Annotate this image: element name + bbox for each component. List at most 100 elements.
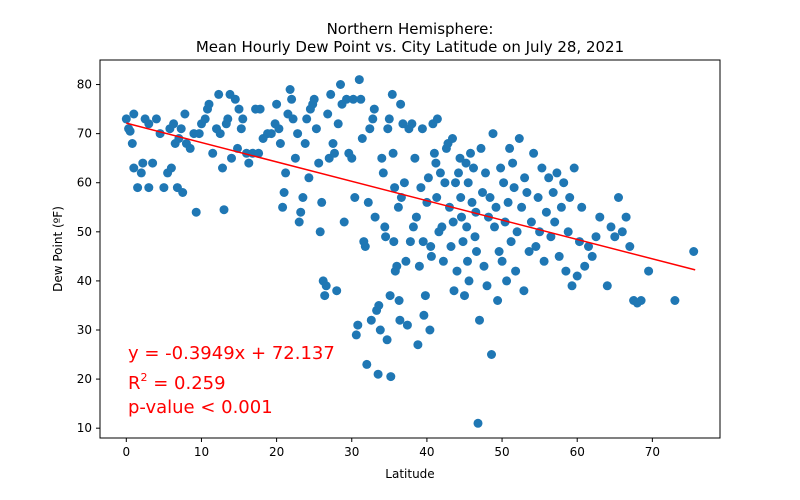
data-point: [481, 168, 490, 178]
data-point: [384, 114, 394, 124]
data-point: [191, 207, 201, 217]
data-point: [399, 178, 409, 188]
y-axis-label: Dew Point (ºF): [51, 206, 65, 292]
data-point: [451, 178, 460, 188]
data-point: [356, 94, 366, 104]
data-point: [563, 227, 573, 237]
data-point: [449, 286, 459, 296]
data-point: [610, 232, 620, 242]
data-point: [621, 212, 631, 222]
data-point: [274, 124, 284, 134]
data-point: [288, 114, 298, 124]
data-point: [520, 173, 530, 183]
data-point: [266, 129, 276, 139]
regression-equation: y = -0.3949x + 72.137: [128, 343, 335, 364]
data-point: [304, 173, 314, 183]
data-point: [425, 325, 435, 335]
data-point: [219, 205, 229, 215]
data-point: [320, 291, 330, 301]
data-point: [339, 217, 349, 227]
data-point: [689, 247, 699, 256]
data-point: [272, 99, 282, 109]
data-point: [326, 89, 336, 99]
data-point: [125, 126, 135, 136]
data-point: [606, 222, 616, 232]
data-point: [321, 281, 331, 291]
data-point: [363, 197, 373, 207]
data-points: [121, 75, 699, 428]
data-point: [490, 222, 499, 232]
data-point: [300, 139, 310, 148]
data-point: [302, 114, 312, 124]
p-value-label: p-value < 0.001: [128, 397, 273, 418]
data-point: [374, 301, 384, 310]
data-point: [314, 158, 324, 168]
data-point: [330, 148, 339, 158]
data-point: [487, 350, 496, 359]
data-point: [418, 237, 428, 247]
data-point: [448, 134, 457, 143]
data-point: [452, 266, 462, 276]
data-point: [426, 242, 436, 251]
data-point: [368, 114, 378, 124]
data-point: [614, 193, 623, 202]
data-point: [426, 251, 436, 261]
data-point: [254, 148, 264, 158]
data-point: [377, 153, 387, 163]
data-point: [218, 163, 227, 173]
plot-frame: [99, 59, 721, 439]
data-point: [554, 251, 564, 261]
data-point: [347, 153, 357, 163]
data-point: [509, 183, 519, 193]
data-point: [405, 237, 415, 247]
data-point: [423, 173, 433, 183]
data-point: [494, 247, 504, 256]
data-point: [348, 94, 358, 104]
data-point: [420, 291, 430, 301]
data-point: [432, 193, 442, 202]
data-point: [234, 104, 244, 114]
data-point: [476, 143, 486, 153]
data-point: [351, 330, 361, 340]
data-point: [342, 94, 351, 104]
data-point: [169, 119, 179, 129]
data-point: [121, 114, 131, 124]
data-point: [148, 158, 158, 168]
data-point: [469, 163, 478, 173]
data-point: [401, 256, 411, 266]
data-point: [290, 153, 300, 163]
data-point: [457, 212, 466, 222]
data-point: [463, 178, 473, 188]
data-point: [432, 114, 442, 124]
data-point: [511, 266, 521, 276]
data-point: [323, 109, 333, 119]
data-point: [584, 242, 593, 251]
data-point: [395, 315, 405, 325]
data-point: [591, 232, 601, 242]
y-tick-label: 80: [77, 78, 92, 92]
data-point: [279, 188, 289, 197]
data-point: [230, 94, 240, 104]
data-point: [309, 94, 319, 104]
data-point: [407, 119, 417, 129]
data-point: [479, 261, 489, 271]
data-point: [360, 242, 370, 251]
data-point: [463, 256, 472, 266]
data-point: [178, 188, 188, 197]
data-point: [387, 89, 397, 99]
data-point: [587, 251, 597, 261]
data-point: [429, 148, 439, 158]
data-point: [208, 148, 218, 158]
data-point: [294, 217, 304, 227]
data-point: [287, 94, 297, 104]
data-point: [382, 335, 392, 345]
data-point: [561, 266, 571, 276]
data-point: [390, 183, 400, 193]
data-point: [537, 163, 547, 173]
data-point: [467, 197, 477, 207]
data-point: [567, 281, 577, 291]
data-point: [529, 148, 539, 158]
data-point: [200, 114, 210, 124]
data-point: [497, 256, 507, 266]
